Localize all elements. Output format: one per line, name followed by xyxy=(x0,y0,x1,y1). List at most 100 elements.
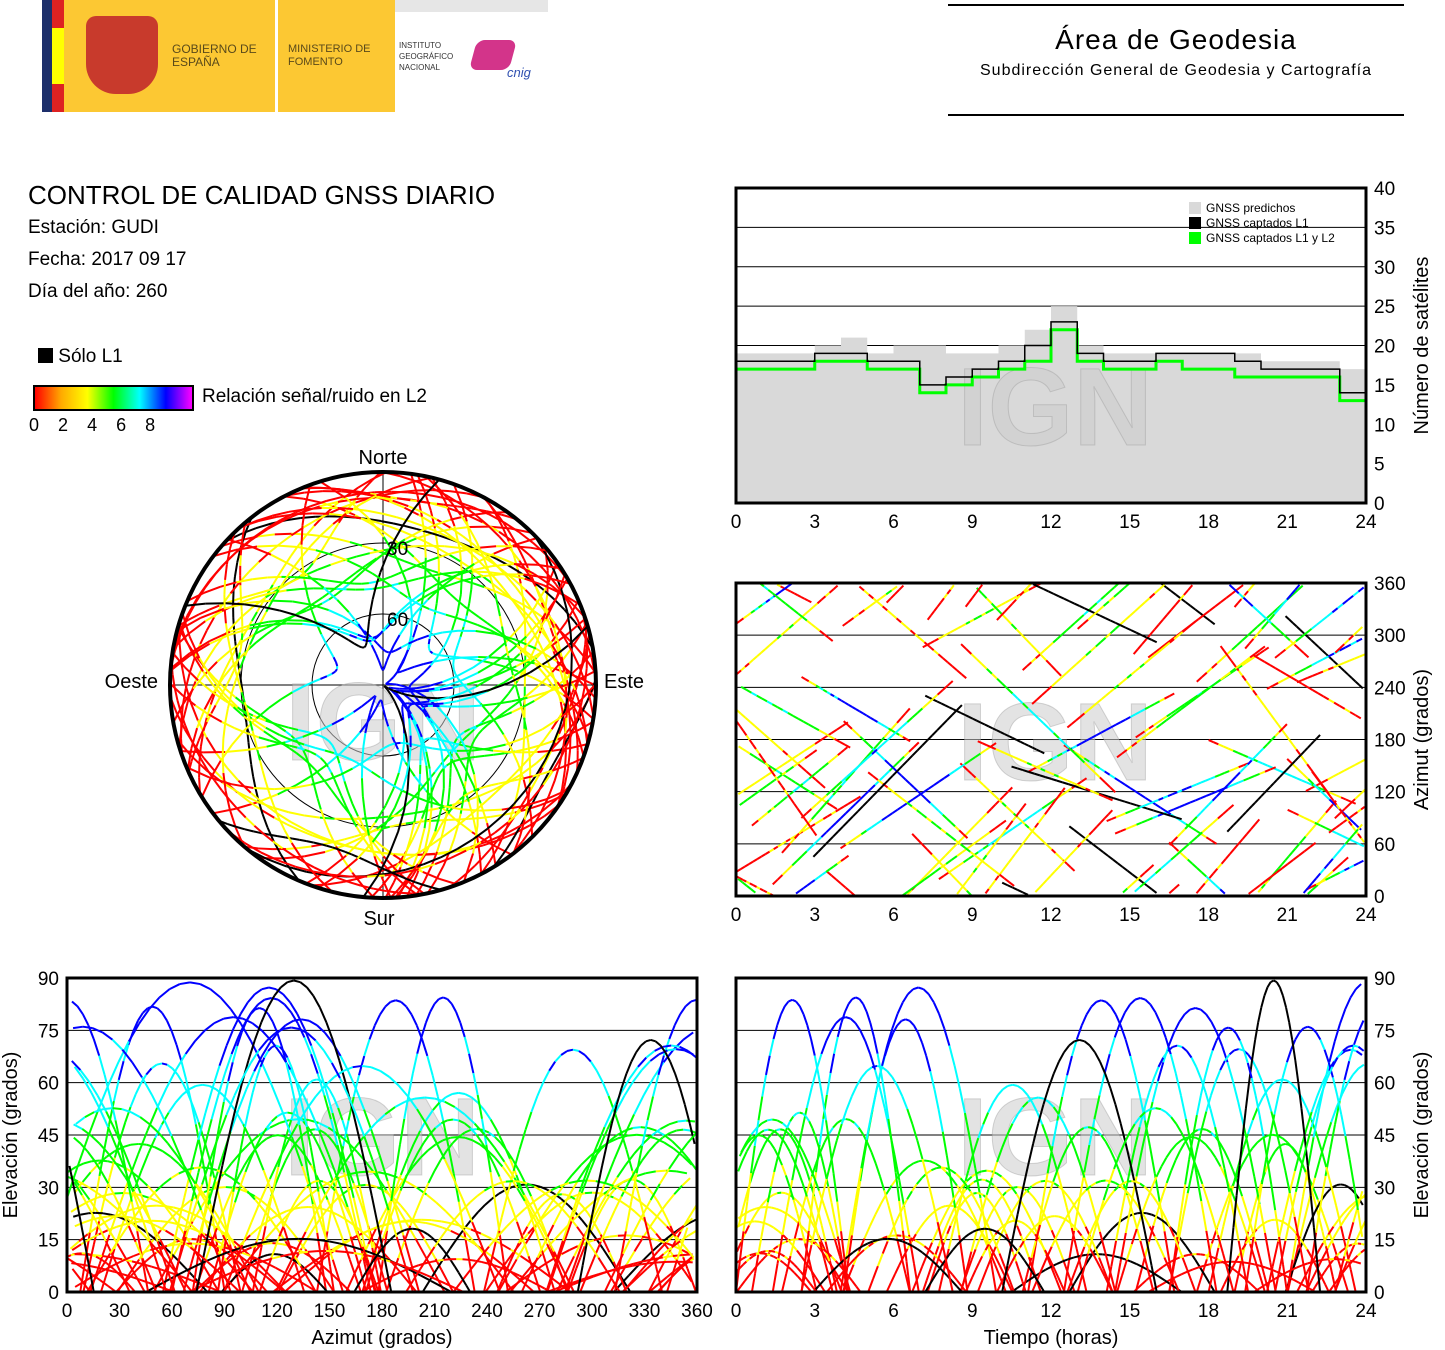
satellite-track xyxy=(1104,781,1111,789)
satellite-track xyxy=(1143,1257,1151,1276)
satellite-track xyxy=(433,1223,443,1229)
satellite-track xyxy=(102,1031,114,1041)
satellite-track xyxy=(372,1254,379,1261)
satellite-track xyxy=(886,775,894,782)
satellite-track xyxy=(948,706,954,711)
satellite-track xyxy=(919,637,926,644)
satellite-track xyxy=(934,867,942,873)
satellite-track xyxy=(776,1207,783,1213)
satellite-track xyxy=(959,884,965,891)
satellite-track xyxy=(772,878,779,886)
satellite-track xyxy=(524,1182,533,1197)
satellite-track xyxy=(1256,609,1263,616)
satellite-track xyxy=(399,1263,409,1269)
satellite-track xyxy=(868,1214,877,1227)
satellite-track xyxy=(655,1040,662,1047)
satellite-track xyxy=(987,841,994,847)
satellite-track xyxy=(1036,807,1043,813)
satellite-track xyxy=(819,1141,826,1153)
satellite-track xyxy=(1031,810,1038,817)
satellite-track xyxy=(1344,708,1351,713)
satellite-track xyxy=(575,1256,582,1269)
satellite-track xyxy=(1173,634,1180,640)
satellite-track xyxy=(792,620,799,626)
satellite-track xyxy=(960,712,966,716)
satellite-track xyxy=(911,749,919,757)
satellite-track xyxy=(1347,673,1353,679)
satellite-track xyxy=(1284,635,1291,642)
satellite-track xyxy=(1066,1055,1073,1076)
satellite-track xyxy=(1174,599,1181,606)
satellite-track xyxy=(1160,806,1167,812)
satellite-track xyxy=(762,1135,768,1140)
satellite-track xyxy=(958,829,965,835)
satellite-track xyxy=(1292,811,1299,816)
satellite-track xyxy=(837,751,842,756)
satellite-track xyxy=(1114,830,1121,835)
satellite-track xyxy=(506,1258,518,1277)
satellite-track xyxy=(1149,703,1156,708)
satellite-track xyxy=(1052,755,1058,760)
satellite-track xyxy=(1209,619,1216,626)
satellite-track xyxy=(781,1240,787,1245)
satellite-track xyxy=(630,1270,642,1283)
satellite-track xyxy=(938,1013,946,1029)
satellite-track xyxy=(392,1271,400,1277)
satellite-track xyxy=(748,782,756,788)
satellite-track xyxy=(398,1269,407,1274)
satellite-track xyxy=(1055,676,1063,683)
satellite-track xyxy=(786,754,793,760)
satellite-track xyxy=(839,805,845,810)
satellite-track xyxy=(1262,762,1268,767)
satellite-track xyxy=(564,1263,576,1293)
satellite-track xyxy=(737,789,745,796)
satellite-track xyxy=(269,1121,281,1129)
satellite-track xyxy=(298,1250,308,1254)
satellite-track xyxy=(481,1260,489,1265)
satellite-track xyxy=(1041,804,1048,810)
satellite-track xyxy=(83,1160,93,1165)
satellite-track xyxy=(1106,818,1112,822)
satellite-track xyxy=(1344,866,1350,872)
satellite-track xyxy=(1296,777,1303,782)
satellite-track xyxy=(1294,756,1300,762)
satellite-track xyxy=(1212,867,1219,875)
satellite-track xyxy=(1354,761,1361,766)
satellite-track xyxy=(982,844,989,850)
satellite-track xyxy=(419,1149,429,1159)
satellite-track xyxy=(1067,779,1073,784)
satellite-track xyxy=(141,1257,151,1276)
satellite-track xyxy=(952,842,959,848)
satellite-track xyxy=(945,859,953,865)
satellite-track xyxy=(1148,724,1155,730)
satellite-track xyxy=(113,1268,119,1274)
satellite-track xyxy=(1226,648,1233,656)
satellite-track xyxy=(1312,783,1320,791)
satellite-track xyxy=(101,1252,111,1267)
y-axis-label: Número de satélites xyxy=(1411,257,1433,435)
satellite-track xyxy=(826,870,833,877)
satellite-track xyxy=(285,1062,292,1082)
satellite-track xyxy=(1073,752,1081,759)
satellite-track xyxy=(1246,828,1252,835)
satellite-track xyxy=(1190,620,1197,626)
satellite-track xyxy=(1254,751,1261,758)
satellite-track xyxy=(1279,648,1287,655)
satellite-track xyxy=(800,812,808,819)
satellite-track xyxy=(433,1273,446,1293)
satellite-track xyxy=(770,1206,777,1210)
satellite-track xyxy=(1129,610,1136,617)
satellite-track xyxy=(1200,689,1207,696)
satellite-track xyxy=(352,1074,360,1098)
satellite-track xyxy=(345,1208,352,1219)
satellite-track xyxy=(1360,1248,1366,1254)
satellite-track xyxy=(1069,850,1075,856)
satellite-track xyxy=(1339,1008,1347,1025)
satellite-track xyxy=(1003,790,1009,797)
satellite-track xyxy=(768,641,774,647)
satellite-track xyxy=(270,1246,277,1258)
satellite-track xyxy=(1195,781,1202,786)
satellite-track xyxy=(796,1249,803,1258)
satellite-track xyxy=(1257,795,1263,801)
satellite-track xyxy=(1098,767,1106,773)
